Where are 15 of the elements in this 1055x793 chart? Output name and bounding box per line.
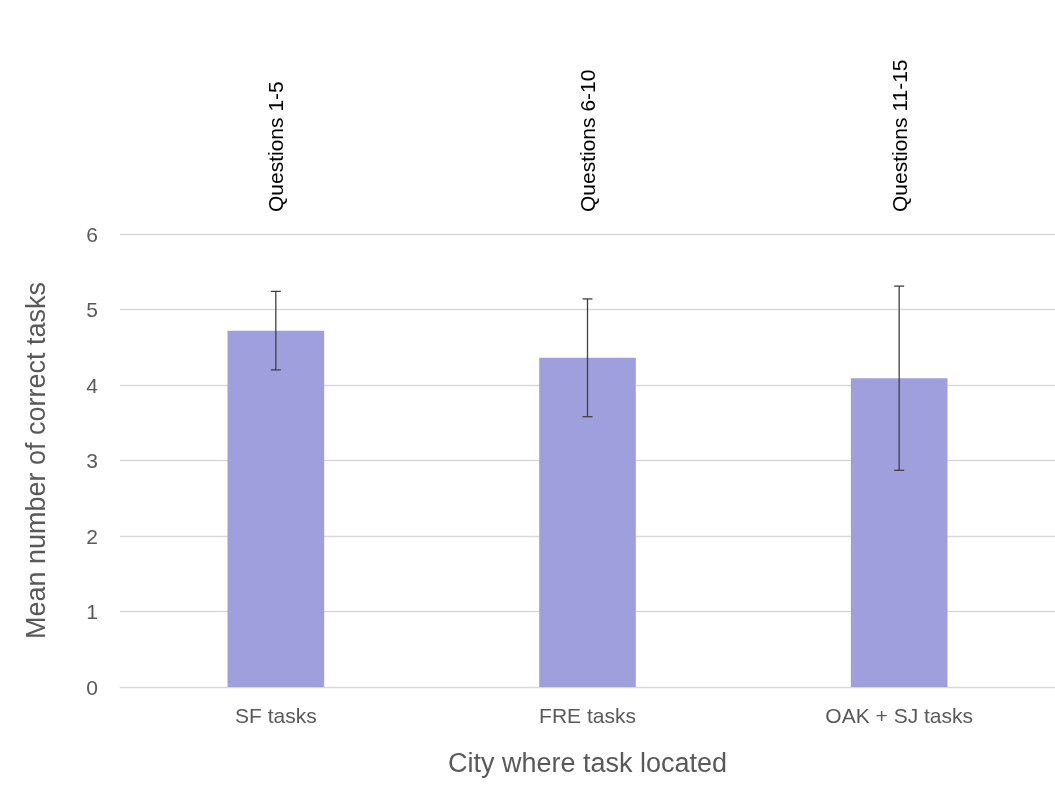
y-tick-label: 2 [86,524,98,548]
text: Questions 11-15 [887,59,911,212]
text: Questions 1-5 [264,81,288,212]
y-tick-label: 0 [86,675,98,699]
text: Questions 6-10 [576,69,599,212]
y-tick-label: 3 [86,449,98,472]
x-axis-title: City where task located [447,747,728,778]
y-tick-label: 6 [86,222,98,246]
x-tick-label: FRE tasks [539,704,636,727]
y-tick-label: 1 [86,600,98,623]
y-tick-label: 5 [86,298,98,321]
x-tick-label: OAK + SJ tasks [825,704,973,727]
y-axis-title: Mean number of correct tasks [21,281,51,640]
y-tick-label: 4 [86,373,99,397]
x-tick-label: SF tasks [234,704,317,727]
